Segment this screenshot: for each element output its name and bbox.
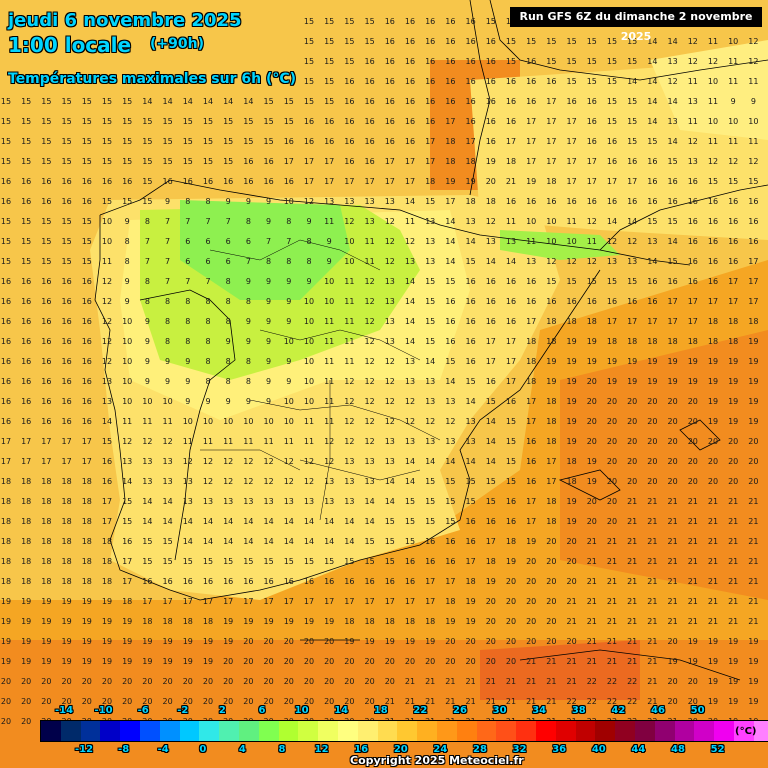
- legend-bottom-label: 4: [238, 744, 246, 755]
- legend-swatch: [219, 721, 239, 741]
- legend-bottom-label: 8: [278, 744, 286, 755]
- legend-bottom-label: -8: [118, 744, 130, 755]
- legend-swatch: [80, 721, 101, 741]
- legend-bottom-label: 0: [199, 744, 207, 755]
- color-legend: -14 -10 -6 -2 2 6 10 14 18 22 26 30 34 38 42 46 50 -12 -8-…: [0, 700, 768, 768]
- legend-bottom-label: 48: [671, 744, 685, 755]
- legend-swatch: [357, 721, 378, 741]
- legend-bottom-label: 28: [473, 744, 487, 755]
- legend-swatch: [496, 721, 517, 741]
- legend-top-label: 6: [258, 705, 266, 716]
- legend-bottom-label: 52: [710, 744, 725, 755]
- legend-top-label: 46: [651, 705, 665, 716]
- legend-swatch: [753, 721, 768, 741]
- legend-top-label: 38: [571, 705, 586, 716]
- legend-top-label: 2: [218, 705, 226, 716]
- legend-bottom-label: 32: [512, 744, 527, 755]
- legend-swatch: [100, 721, 121, 741]
- legend-swatch: [436, 721, 457, 741]
- legend-bottom-label: 12: [314, 744, 329, 755]
- legend-swatch: [238, 721, 259, 741]
- legend-swatch: [476, 721, 497, 741]
- legend-bottom-label: 44: [631, 744, 646, 755]
- legend-top-label: 30: [492, 705, 507, 716]
- legend-swatch: [41, 721, 61, 741]
- legend-bottom-label: 24: [433, 744, 448, 755]
- legend-swatch: [417, 721, 437, 741]
- legend-top-label: 50: [690, 705, 705, 716]
- run-info: Run GFS 6Z du dimanche 2 novembre 2025: [510, 7, 762, 43]
- legend-swatch: [258, 721, 279, 741]
- legend-swatch: [60, 721, 81, 741]
- legend-swatch: [634, 721, 655, 741]
- legend-bottom-label: -12: [74, 744, 94, 755]
- legend-swatch: [337, 721, 358, 741]
- legend-swatch: [516, 721, 536, 741]
- forecast-date: jeudi 6 novembre 2025: [8, 10, 242, 31]
- legend-swatch: [139, 721, 160, 741]
- legend-swatch: [278, 721, 299, 741]
- legend-swatch: [377, 721, 398, 741]
- legend-swatch: [595, 721, 616, 741]
- legend-swatch: [555, 721, 576, 741]
- legend-swatch: [535, 721, 556, 741]
- legend-swatch: [456, 721, 477, 741]
- local-time: 1:00 locale: [8, 33, 132, 57]
- legend-swatch: [318, 721, 338, 741]
- legend-swatch: [575, 721, 596, 741]
- legend-bottom-label: 16: [354, 744, 369, 755]
- legend-top-label: 26: [453, 705, 467, 716]
- legend-swatch: [694, 721, 715, 741]
- legend-top-label: 14: [334, 705, 349, 716]
- legend-swatch: [654, 721, 675, 741]
- legend-top-label: -10: [94, 705, 113, 716]
- legend-swatch: [397, 721, 418, 741]
- legend-top-label: 34: [532, 705, 547, 716]
- map-subtitle: Températures maximales sur 6h (°C): [8, 71, 297, 87]
- legend-top-label: 42: [611, 705, 626, 716]
- legend-swatch: [179, 721, 200, 741]
- legend-swatch: [714, 721, 734, 741]
- legend-bottom-label: -4: [157, 744, 169, 755]
- legend-top-label: 22: [413, 705, 428, 716]
- legend-swatch: [733, 721, 754, 741]
- legend-top-label: 18: [373, 705, 388, 716]
- legend-swatch: [159, 721, 180, 741]
- legend-top-label: -2: [177, 705, 189, 716]
- legend-swatch: [674, 721, 695, 741]
- legend-unit: (°C): [735, 726, 757, 737]
- legend-bottom-label: 40: [591, 744, 606, 755]
- legend-swatch: [298, 721, 319, 741]
- legend-swatch: [615, 721, 635, 741]
- legend-bottom-label: 36: [552, 744, 567, 755]
- legend-top-label: 10: [294, 705, 309, 716]
- legend-swatch: [199, 721, 220, 741]
- legend-top-label: -14: [54, 705, 74, 716]
- legend-bar: [40, 720, 768, 742]
- legend-top-label: -6: [137, 705, 149, 716]
- lead-hours: (+90h): [150, 36, 204, 52]
- copyright: Copyright 2025 Meteociel.fr: [350, 754, 524, 767]
- legend-swatch: [120, 721, 140, 741]
- legend-bottom-label: 20: [393, 744, 408, 755]
